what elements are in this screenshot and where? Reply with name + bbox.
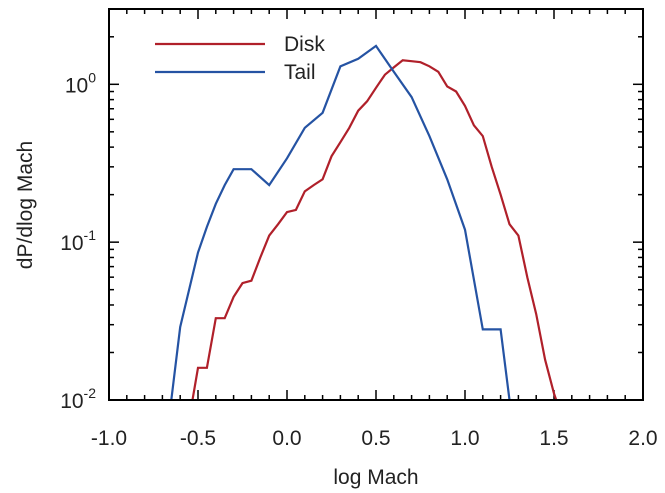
plot-frame bbox=[108, 8, 644, 401]
y-axis-title: dP/dlog Mach bbox=[14, 141, 37, 269]
legend: Disk Tail bbox=[155, 33, 325, 84]
x-tick-label: 1.0 bbox=[450, 427, 479, 450]
series-line-tail bbox=[170, 44, 511, 400]
series-line-disk bbox=[191, 59, 558, 400]
x-axis-title: log Mach bbox=[333, 466, 418, 489]
x-tick-label: 0.5 bbox=[361, 427, 390, 450]
legend-label-tail: Tail bbox=[284, 61, 316, 84]
series-layer bbox=[170, 44, 558, 400]
x-tick-label: -1.0 bbox=[91, 427, 127, 450]
y-tick-label: 10-1 bbox=[60, 227, 96, 255]
x-tick-label: 0.0 bbox=[272, 427, 301, 450]
x-tick-label: 1.5 bbox=[539, 427, 568, 450]
axis-ticks bbox=[108, 8, 644, 401]
x-tick-label: -0.5 bbox=[180, 427, 216, 450]
y-tick-label: 100 bbox=[65, 69, 96, 97]
tick-labels: -1.0 -0.5 0.0 0.5 1.0 1.5 2.0 100 10-1 10-2 bbox=[60, 69, 657, 450]
legend-label-disk: Disk bbox=[284, 33, 325, 56]
x-tick-label: 2.0 bbox=[628, 427, 657, 450]
y-tick-label: 10-2 bbox=[60, 385, 96, 413]
